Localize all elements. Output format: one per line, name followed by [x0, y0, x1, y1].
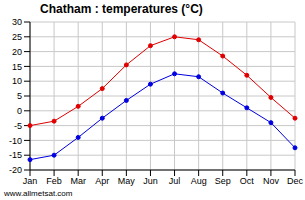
svg-text:5: 5: [17, 91, 22, 101]
svg-text:Jun: Jun: [143, 176, 158, 186]
svg-text:Jan: Jan: [23, 176, 38, 186]
svg-text:30: 30: [12, 18, 22, 27]
svg-text:Feb: Feb: [46, 176, 62, 186]
svg-text:10: 10: [12, 76, 22, 86]
svg-text:-5: -5: [14, 121, 22, 131]
svg-text:Aug: Aug: [191, 176, 207, 186]
svg-text:25: 25: [12, 32, 22, 42]
svg-text:-15: -15: [9, 150, 22, 160]
svg-text:May: May: [118, 176, 136, 186]
svg-text:15: 15: [12, 62, 22, 72]
svg-text:Apr: Apr: [95, 176, 109, 186]
svg-text:0: 0: [17, 106, 22, 116]
html-text:Chatham : temperatures (°C): Chatham : temperatures (°C): [40, 2, 203, 16]
svg-text:Sep: Sep: [215, 176, 231, 186]
html-text:www.allmetsat.com: www.allmetsat.com: [4, 189, 73, 198]
svg-text:20: 20: [12, 47, 22, 57]
svg-text:Jul: Jul: [169, 176, 181, 186]
svg-text:-10: -10: [9, 136, 22, 146]
svg-text:Dec: Dec: [287, 176, 297, 186]
svg-text:Oct: Oct: [240, 176, 255, 186]
svg-text:-20: -20: [9, 165, 22, 175]
svg-text:Nov: Nov: [263, 176, 280, 186]
svg-text:Mar: Mar: [70, 176, 86, 186]
